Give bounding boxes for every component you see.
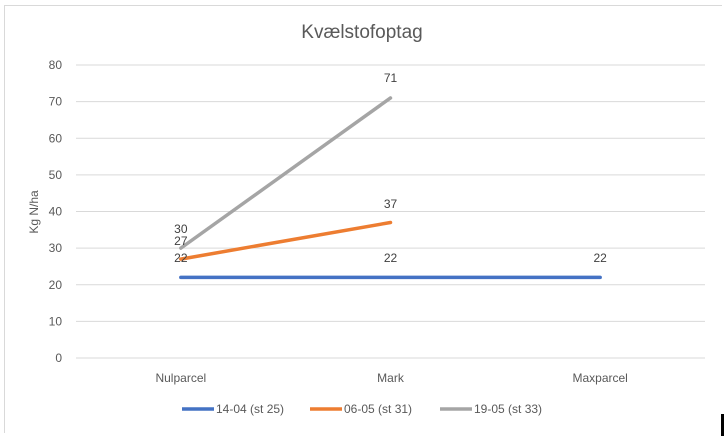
y-tick-label: 30 bbox=[49, 241, 63, 255]
y-tick-label: 50 bbox=[49, 168, 63, 182]
data-label: 22 bbox=[174, 251, 188, 265]
y-tick-label: 0 bbox=[55, 351, 62, 365]
chart-frame bbox=[4, 5, 722, 433]
data-label: 22 bbox=[384, 251, 398, 265]
data-label: 37 bbox=[384, 197, 398, 211]
y-tick-label: 60 bbox=[49, 131, 63, 145]
legend-item[interactable]: 14-04 (st 25) bbox=[182, 402, 284, 416]
chart-title: Kvælstofoptag bbox=[301, 22, 422, 43]
window-edge bbox=[721, 414, 724, 436]
series-line bbox=[179, 96, 393, 250]
y-tick-label: 20 bbox=[49, 278, 63, 292]
gridlines bbox=[76, 64, 705, 359]
y-axis-ticks: 0 10 20 30 40 50 60 70 80 bbox=[49, 58, 63, 365]
y-tick-label: 80 bbox=[49, 58, 63, 72]
series-line bbox=[179, 220, 393, 261]
x-axis-categories: Nulparcel Mark Maxparcel bbox=[155, 371, 627, 385]
x-category-label: Mark bbox=[377, 371, 405, 385]
y-tick-label: 40 bbox=[49, 205, 63, 219]
x-category-label: Maxparcel bbox=[572, 371, 627, 385]
data-label: 22 bbox=[593, 251, 607, 265]
legend-label: 14-04 (st 25) bbox=[216, 402, 284, 416]
data-labels: 22 22 22 27 37 30 71 bbox=[174, 71, 607, 265]
series-lines bbox=[179, 96, 602, 280]
y-axis-label: Kg N/ha bbox=[27, 190, 41, 234]
data-label: 27 bbox=[174, 234, 188, 248]
legend-label: 06-05 (st 31) bbox=[344, 402, 412, 416]
legend: 14-04 (st 25) 06-05 (st 31) 19-05 (st 33) bbox=[182, 402, 542, 416]
data-label: 30 bbox=[174, 222, 188, 236]
x-category-label: Nulparcel bbox=[155, 371, 206, 385]
y-tick-label: 10 bbox=[49, 314, 63, 328]
legend-item[interactable]: 19-05 (st 33) bbox=[440, 402, 542, 416]
y-tick-label: 70 bbox=[49, 95, 63, 109]
data-label: 71 bbox=[384, 71, 398, 85]
legend-item[interactable]: 06-05 (st 31) bbox=[310, 402, 412, 416]
legend-label: 19-05 (st 33) bbox=[474, 402, 542, 416]
